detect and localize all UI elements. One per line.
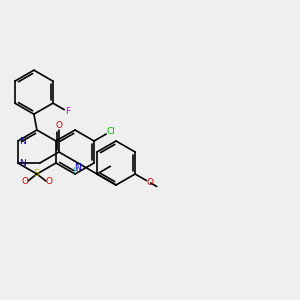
Text: S: S — [33, 169, 39, 178]
Text: H: H — [72, 167, 78, 176]
Text: O: O — [56, 121, 62, 130]
Text: O: O — [21, 176, 28, 185]
Text: N: N — [75, 163, 81, 172]
Text: F: F — [65, 107, 71, 116]
Text: N: N — [20, 136, 26, 146]
Text: O: O — [146, 178, 153, 187]
Text: O: O — [45, 176, 52, 185]
Text: N: N — [20, 158, 26, 167]
Text: Cl: Cl — [106, 127, 115, 136]
